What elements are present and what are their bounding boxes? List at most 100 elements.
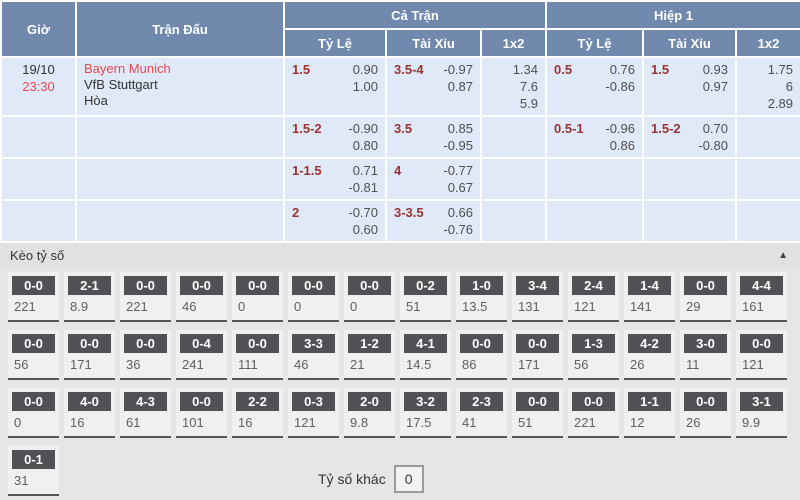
score-odds-cell[interactable]: 0-0 29 bbox=[680, 272, 731, 322]
score-odds-cell[interactable]: 4-4 161 bbox=[736, 272, 787, 322]
score-odds-cell[interactable]: 2-3 41 bbox=[456, 388, 507, 438]
ou-cell[interactable]: 1.5-2 0.70 -0.80 bbox=[642, 115, 737, 159]
hdp-cell[interactable]: 1-1.5 0.71 -0.81 bbox=[283, 157, 387, 201]
score-odds-cell[interactable]: 0-0 0 bbox=[288, 272, 339, 322]
odds-value[interactable]: -0.77 bbox=[443, 163, 473, 178]
score-odds-value: 26 bbox=[630, 357, 645, 372]
score-odds-cell[interactable]: 0-0 221 bbox=[120, 272, 171, 322]
score-odds-cell[interactable]: 0-1 31 bbox=[8, 446, 59, 496]
ou-cell[interactable]: 4 -0.77 0.67 bbox=[385, 157, 482, 201]
odds-value[interactable]: 0.76 bbox=[609, 62, 635, 77]
odds-value[interactable]: 6 bbox=[785, 79, 793, 94]
score-odds-cell[interactable]: 1-3 56 bbox=[568, 330, 619, 380]
score-odds-cell[interactable]: 3-2 17.5 bbox=[400, 388, 451, 438]
score-odds-cell[interactable]: 0-0 171 bbox=[512, 330, 563, 380]
ou-cell[interactable]: 3-3.5 0.66 -0.76 bbox=[385, 199, 482, 243]
ou-cell[interactable]: 3.5 0.85 -0.95 bbox=[385, 115, 482, 159]
odds-value[interactable]: 0.86 bbox=[609, 138, 635, 153]
handicap-line: 3.5 bbox=[394, 121, 413, 136]
ou-cell-empty bbox=[642, 199, 737, 243]
odds-value[interactable]: -0.86 bbox=[605, 79, 635, 94]
score-odds-cell[interactable]: 3-0 11 bbox=[680, 330, 731, 380]
odds-value[interactable]: 1.34 bbox=[512, 62, 538, 77]
score-odds-cell[interactable]: 2-4 121 bbox=[568, 272, 619, 322]
score-label: 1-0 bbox=[460, 276, 503, 295]
odds-value[interactable]: 7.6 bbox=[519, 79, 538, 94]
score-odds-cell[interactable]: 0-0 0 bbox=[232, 272, 283, 322]
odds-value[interactable]: 0.60 bbox=[352, 222, 378, 237]
odds-value[interactable]: 1.75 bbox=[767, 62, 793, 77]
score-odds-cell[interactable]: 0-0 101 bbox=[176, 388, 227, 438]
odds-value[interactable]: 2.89 bbox=[767, 96, 793, 111]
score-odds-cell[interactable]: 1-4 141 bbox=[624, 272, 675, 322]
score-odds-cell[interactable]: 0-0 221 bbox=[568, 388, 619, 438]
score-odds-cell[interactable]: 4-3 61 bbox=[120, 388, 171, 438]
score-odds-cell[interactable]: 2-2 16 bbox=[232, 388, 283, 438]
odds-value[interactable]: 0.93 bbox=[702, 62, 728, 77]
odds-value[interactable]: 0.80 bbox=[352, 138, 378, 153]
odds-value[interactable]: 0.67 bbox=[447, 180, 473, 195]
odds-value[interactable]: 0.85 bbox=[447, 121, 473, 136]
hdp-cell[interactable]: 0.5 0.76 -0.86 bbox=[545, 56, 644, 117]
hdp-cell[interactable]: 1.5-2 -0.90 0.80 bbox=[283, 115, 387, 159]
odds-value[interactable]: -0.80 bbox=[698, 138, 728, 153]
score-odds-cell[interactable]: 2-1 8.9 bbox=[64, 272, 115, 322]
score-odds-cell[interactable]: 0-0 121 bbox=[736, 330, 787, 380]
score-odds-cell[interactable]: 2-0 9.8 bbox=[344, 388, 395, 438]
odds-value[interactable]: 0.87 bbox=[447, 79, 473, 94]
score-odds-cell[interactable]: 0-0 86 bbox=[456, 330, 507, 380]
score-odds-cell[interactable]: 0-0 221 bbox=[8, 272, 59, 322]
handicap-line: 1.5 bbox=[292, 62, 311, 77]
other-score-value-box[interactable]: 0 bbox=[393, 465, 424, 493]
score-odds-cell[interactable]: 0-3 121 bbox=[288, 388, 339, 438]
score-odds-cell[interactable]: 1-0 13.5 bbox=[456, 272, 507, 322]
score-odds-cell[interactable]: 4-1 14.5 bbox=[400, 330, 451, 380]
odds-value[interactable]: -0.81 bbox=[348, 180, 378, 195]
score-odds-cell[interactable]: 3-1 9.9 bbox=[736, 388, 787, 438]
hdp-cell[interactable]: 0.5-1 -0.96 0.86 bbox=[545, 115, 644, 159]
score-odds-cell[interactable]: 0-0 56 bbox=[8, 330, 59, 380]
odds-value[interactable]: 0.97 bbox=[702, 79, 728, 94]
score-odds-cell[interactable]: 4-2 26 bbox=[624, 330, 675, 380]
odds-value[interactable]: 0.66 bbox=[447, 205, 473, 220]
odds-value[interactable]: -0.96 bbox=[605, 121, 635, 136]
score-label: 0-0 bbox=[180, 392, 223, 411]
handicap-line: 3.5-4 bbox=[394, 62, 424, 77]
header-h1-1x2: 1x2 bbox=[735, 28, 800, 58]
score-odds-cell[interactable]: 1-1 12 bbox=[624, 388, 675, 438]
score-odds-cell[interactable]: 1-2 21 bbox=[344, 330, 395, 380]
score-odds-cell[interactable]: 0-0 26 bbox=[680, 388, 731, 438]
odds-value[interactable]: 0.71 bbox=[352, 163, 378, 178]
hdp-cell[interactable]: 2 -0.70 0.60 bbox=[283, 199, 387, 243]
odds-value[interactable]: -0.97 bbox=[443, 62, 473, 77]
odds-value[interactable]: 1.00 bbox=[352, 79, 378, 94]
odds-value[interactable]: 5.9 bbox=[519, 96, 538, 111]
score-odds-cell[interactable]: 0-0 36 bbox=[120, 330, 171, 380]
score-odds-cell[interactable]: 0-0 171 bbox=[64, 330, 115, 380]
collapse-arrow-icon[interactable]: ▲ bbox=[778, 249, 788, 261]
odds-value[interactable]: -0.95 bbox=[443, 138, 473, 153]
ou-cell[interactable]: 3.5-4 -0.97 0.87 bbox=[385, 56, 482, 117]
score-label: 0-0 bbox=[236, 276, 279, 295]
score-odds-cell[interactable]: 3-4 131 bbox=[512, 272, 563, 322]
score-odds-cell[interactable]: 0-0 111 bbox=[232, 330, 283, 380]
1x2-cell[interactable]: 1.75 6 2.89 bbox=[735, 56, 800, 117]
1x2-cell[interactable]: 1.34 7.6 5.9 bbox=[480, 56, 547, 117]
score-label: 3-1 bbox=[740, 392, 783, 411]
score-odds-cell[interactable]: 0-0 46 bbox=[176, 272, 227, 322]
odds-value[interactable]: -0.70 bbox=[348, 205, 378, 220]
score-odds-cell[interactable]: 3-3 46 bbox=[288, 330, 339, 380]
score-odds-cell[interactable]: 0-0 0 bbox=[344, 272, 395, 322]
odds-value[interactable]: -0.76 bbox=[443, 222, 473, 237]
score-odds-cell[interactable]: 0-2 51 bbox=[400, 272, 451, 322]
hdp-cell[interactable]: 1.5 0.90 1.00 bbox=[283, 56, 387, 117]
odds-value[interactable]: -0.90 bbox=[348, 121, 378, 136]
odds-value[interactable]: 0.90 bbox=[352, 62, 378, 77]
odds-value[interactable]: 0.70 bbox=[702, 121, 728, 136]
score-odds-cell[interactable]: 0-4 241 bbox=[176, 330, 227, 380]
score-odds-cell[interactable]: 0-0 51 bbox=[512, 388, 563, 438]
ou-cell[interactable]: 1.5 0.93 0.97 bbox=[642, 56, 737, 117]
score-odds-cell[interactable]: 0-0 0 bbox=[8, 388, 59, 438]
correct-score-header[interactable]: Kèo tỷ số ▲ bbox=[0, 243, 800, 267]
score-odds-cell[interactable]: 4-0 16 bbox=[64, 388, 115, 438]
